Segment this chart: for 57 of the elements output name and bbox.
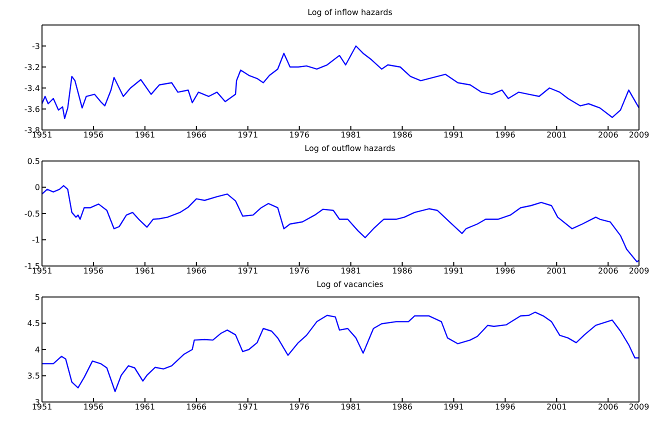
y-tick-label: 0.5 [27, 156, 40, 166]
x-tick-label: 1961 [134, 402, 156, 412]
x-tick-label: 2001 [546, 130, 567, 140]
x-tick-label: 2009 [628, 402, 650, 412]
x-tick-label: 1966 [186, 266, 207, 276]
x-tick-label: 2009 [628, 130, 650, 140]
x-tick-label: 2006 [598, 266, 618, 276]
chart-title: Log of outflow hazards [304, 144, 396, 155]
x-tick-label: 1971 [238, 402, 258, 412]
y-tick-label: -0.5 [24, 209, 40, 218]
x-tick-label: 1981 [340, 266, 361, 276]
y-tick-label: -3 [32, 42, 40, 51]
chart-title: Log of inflow hazards [306, 8, 394, 19]
x-tick-label: 1991 [444, 402, 464, 412]
line-series [42, 312, 639, 392]
x-tick-label: 1956 [83, 266, 104, 276]
y-tick-label: -3.2 [24, 62, 40, 72]
y-tick-label: 3.5 [27, 372, 40, 381]
x-tick-label: 2001 [546, 266, 567, 276]
x-tick-label: 1976 [289, 402, 310, 412]
x-tick-label: 1951 [32, 130, 52, 140]
x-tick-label: 1981 [340, 130, 361, 140]
y-tick-label: -3.6 [24, 104, 40, 114]
y-tick-label: 0 [34, 183, 40, 192]
x-tick-label: 2006 [598, 402, 618, 412]
x-tick-label: 1976 [289, 266, 310, 276]
x-tick-label: 1971 [238, 266, 258, 276]
y-tick-label: -3.4 [24, 84, 40, 93]
x-tick-label: 2006 [598, 130, 618, 140]
x-tick-label: 1986 [392, 266, 412, 276]
x-tick-label: 1951 [32, 266, 52, 276]
x-tick-label: 1976 [289, 130, 310, 140]
x-tick-label: 1956 [83, 402, 104, 412]
y-tick-label: 4.5 [27, 319, 40, 328]
line-series [42, 185, 639, 262]
x-tick-label: 1981 [340, 402, 361, 412]
x-tick-label: 1961 [134, 130, 156, 140]
x-tick-label: 1961 [134, 266, 156, 276]
x-tick-label: 1996 [495, 402, 516, 412]
x-tick-label: 1991 [444, 130, 464, 140]
x-tick-label: 2001 [546, 402, 567, 412]
x-tick-label: 1966 [186, 130, 207, 140]
x-tick-label: 1996 [495, 130, 516, 140]
x-tick-label: 1986 [392, 130, 412, 140]
x-tick-label: 1951 [32, 402, 52, 412]
line-series [42, 45, 639, 120]
y-tick-label: 4 [34, 345, 40, 354]
x-tick-label: 1996 [495, 266, 516, 276]
x-tick-label: 1991 [444, 266, 464, 276]
y-tick-label: 5 [34, 292, 40, 302]
x-tick-label: 2009 [628, 266, 650, 276]
x-tick-label: 1971 [238, 130, 258, 140]
x-tick-label: 1966 [186, 402, 207, 412]
x-tick-label: 1986 [392, 402, 412, 412]
x-tick-label: 1956 [83, 130, 104, 140]
chart-title: Log of vacancies [316, 280, 384, 291]
y-tick-label: -1 [32, 236, 40, 245]
